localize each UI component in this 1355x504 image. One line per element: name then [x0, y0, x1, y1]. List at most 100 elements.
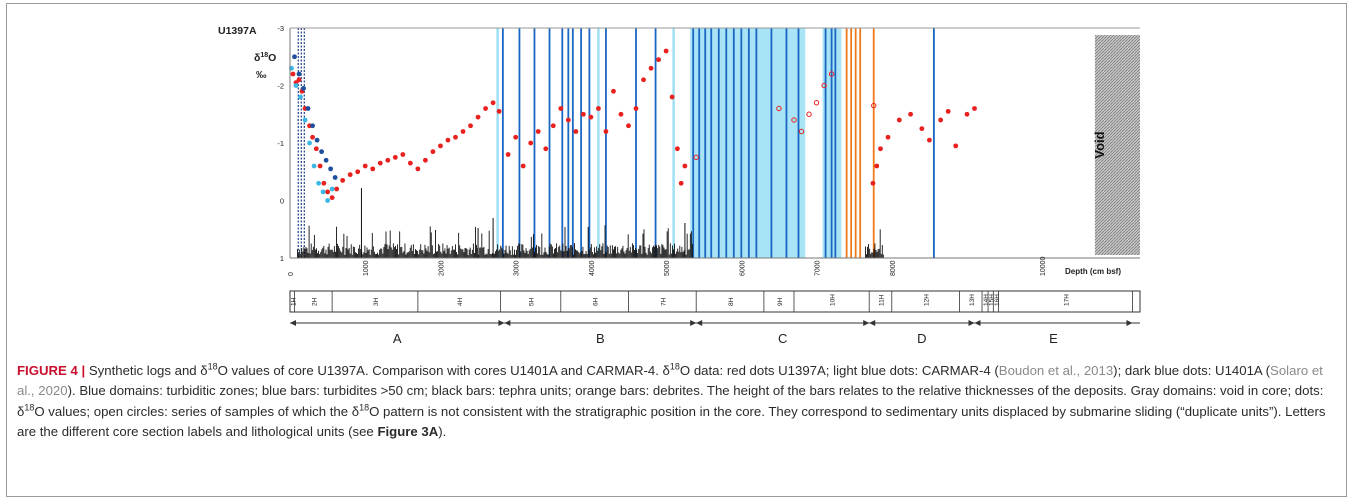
caption-text: O pattern is not consistent with the str… [17, 403, 1326, 440]
data-point [565, 117, 571, 123]
data-point [656, 57, 661, 63]
caption-text: O data: red dots U1397A; light blue dots… [679, 363, 999, 378]
data-point [919, 126, 925, 132]
data-point [828, 71, 835, 77]
unit-arrowhead [968, 320, 975, 326]
x-tick-label: 7000 [815, 260, 822, 276]
unit-arrowhead [974, 320, 981, 326]
caption-sup: 18 [359, 402, 370, 413]
data-point [332, 175, 338, 180]
section-label: 2H [311, 297, 318, 306]
data-point [953, 143, 959, 149]
section-label: 10H [830, 294, 837, 306]
data-point [307, 140, 312, 146]
section-label: 4H [457, 297, 464, 306]
void-domain [1094, 35, 1140, 255]
caption-sup: 18 [24, 402, 35, 413]
data-point [313, 146, 319, 152]
data-point [483, 106, 488, 111]
data-point [938, 117, 944, 123]
y-tick-label: -3 [277, 24, 284, 33]
delta18o-points [289, 48, 977, 203]
data-point [310, 123, 315, 129]
data-point [329, 195, 335, 201]
data-point [926, 137, 932, 143]
x-tick-label: 5000 [664, 260, 671, 276]
caption-sup: 18 [669, 361, 680, 372]
caption-figure-ref[interactable]: Figure 3A [377, 424, 439, 440]
y-tick-label: -1 [277, 139, 284, 148]
data-point [325, 198, 331, 203]
data-point [319, 149, 324, 155]
data-point [908, 111, 913, 117]
data-point [648, 65, 654, 71]
core-label: U1397A [218, 25, 257, 37]
unit-label: E [1049, 331, 1058, 346]
caption-text: O values; open circles: series of sample… [34, 403, 360, 419]
data-point [550, 123, 556, 129]
data-point [693, 154, 699, 161]
unit-arrowhead [498, 320, 505, 326]
data-point [475, 114, 481, 120]
data-point [791, 117, 797, 123]
data-point [669, 94, 675, 100]
unit-label: A [393, 331, 402, 346]
caption-sup: 18 [207, 361, 218, 372]
data-point [603, 129, 609, 134]
unit-label: C [778, 331, 787, 346]
data-point [490, 100, 496, 106]
data-point [325, 189, 331, 195]
y-tick-label: 0 [280, 197, 284, 206]
unit-arrowhead [869, 320, 876, 326]
data-point [292, 54, 297, 60]
section-label: 17H [1064, 294, 1071, 306]
data-point [821, 82, 827, 89]
unit-arrowhead [690, 320, 697, 326]
section-label: 3H [373, 297, 380, 306]
data-point [328, 166, 334, 172]
caption-citation-solaro[interactable]: Solaro et al., 2020 [17, 363, 1323, 399]
data-point [611, 88, 616, 94]
data-point [305, 106, 311, 111]
data-point [317, 163, 323, 169]
lithological-units: A B C D E [290, 320, 1140, 346]
data-point [580, 111, 586, 117]
data-point [874, 163, 880, 169]
x-tick-label: 1000 [363, 260, 370, 276]
x-tick-label: 4000 [589, 260, 596, 276]
caption-text: Synthetic logs and δ [85, 363, 208, 378]
data-point [505, 152, 511, 157]
void-rect [1094, 35, 1140, 255]
x-tick-label: 0 [288, 272, 295, 276]
event-bars [297, 28, 935, 258]
data-point [377, 160, 383, 166]
y-tick-label: -2 [277, 82, 284, 91]
y-axis-unit: ‰ [256, 69, 267, 81]
data-point [362, 163, 368, 169]
data-point [453, 134, 458, 140]
data-point [296, 77, 302, 83]
data-point [293, 83, 299, 88]
data-point [678, 180, 684, 186]
unit-arrowhead [290, 320, 296, 326]
data-point [964, 111, 970, 117]
data-point [301, 85, 306, 91]
data-point [321, 180, 327, 186]
caption-citation-boudon[interactable]: Boudon et al., 2013 [998, 363, 1114, 378]
turbidite-domains [690, 28, 842, 258]
caption-text: O values of core U1397A. Comparison with… [217, 363, 670, 378]
data-point [296, 71, 302, 77]
y-tick-label: 1 [280, 254, 284, 263]
section-label: 12H [924, 294, 931, 306]
data-point [316, 180, 321, 186]
figure-chart: -3 -2 -1 0 1 0 1000 2000 3000 4000 5000 6000 7000 800… [218, 24, 1141, 346]
caption-text: ). Blue domains: turbiditic zones; blue … [17, 383, 1324, 419]
data-point [896, 117, 902, 123]
data-point [596, 106, 601, 111]
data-point [407, 160, 413, 166]
data-point [626, 123, 631, 129]
unit-label: B [596, 331, 605, 346]
data-point [290, 71, 296, 77]
data-point [813, 100, 820, 106]
data-point [310, 134, 315, 140]
